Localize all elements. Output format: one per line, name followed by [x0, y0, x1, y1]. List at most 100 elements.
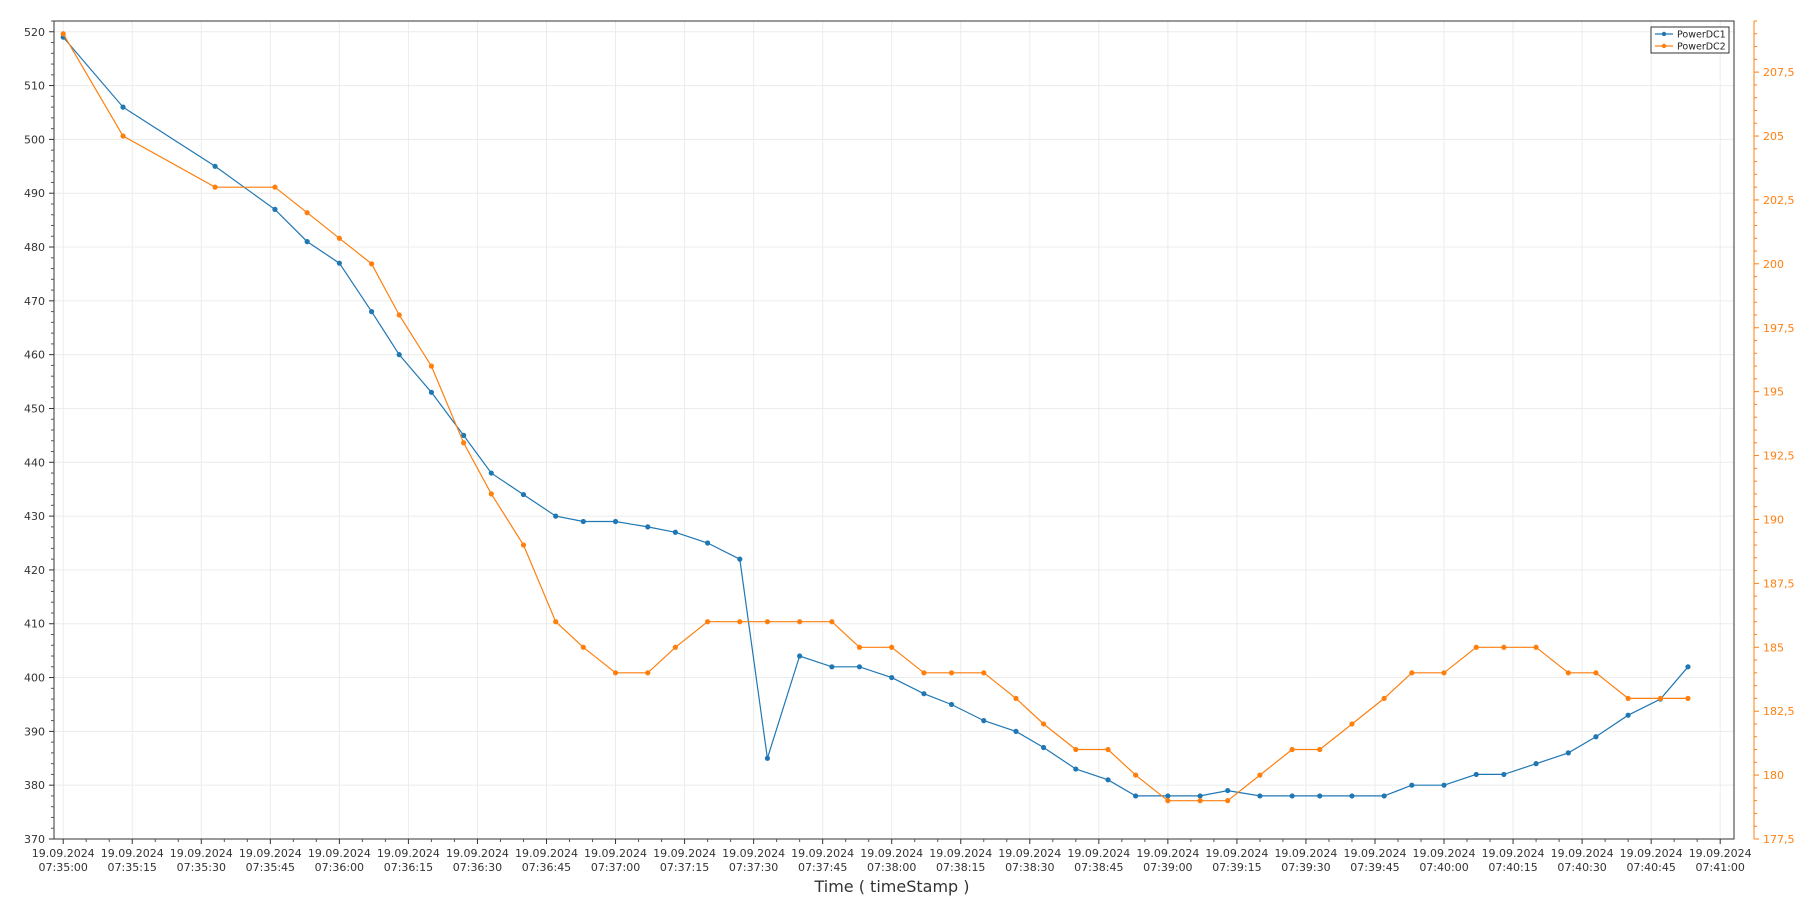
data-point-powerdc2: [612, 670, 619, 676]
x-tick-label-date: 19.09.2024: [1274, 847, 1337, 860]
series-powerdc1: [60, 34, 1691, 799]
data-point-powerdc1: [553, 513, 559, 519]
left-y-tick-label: 450: [24, 402, 45, 415]
x-tick-label-time: 07:35:15: [108, 861, 157, 874]
right-y-tick-label: 200: [1763, 258, 1784, 271]
x-axis: 19.09.202407:35:0019.09.202407:35:1519.0…: [32, 839, 1752, 874]
right-y-tick-label: 205: [1763, 130, 1784, 143]
data-point-powerdc1: [1040, 744, 1047, 751]
x-tick-label-time: 07:40:30: [1557, 861, 1606, 874]
data-point-powerdc1: [1501, 771, 1507, 778]
legend-box: [1650, 26, 1730, 54]
data-point-powerdc2: [1165, 798, 1171, 804]
legend-label-powerdc2: PowerDC2: [1677, 42, 1726, 53]
data-point-powerdc2: [120, 133, 126, 139]
left-y-axis: 370 380 390 400 410 420 430 440 450 460 470 480 490 5…: [24, 20, 54, 846]
x-tick-label-date: 19.09.2024: [1067, 847, 1130, 860]
data-point-powerdc1: [1013, 728, 1019, 734]
right-y-tick-label: 207,5: [1763, 66, 1795, 79]
x-tick-label-time: 07:41:00: [1695, 861, 1744, 874]
data-point-powerdc1: [1317, 793, 1323, 799]
data-point-powerdc1: [1197, 793, 1203, 799]
data-point-powerdc2: [1317, 746, 1323, 753]
data-point-powerdc1: [704, 540, 711, 546]
data-point-powerdc2: [488, 491, 494, 497]
data-point-powerdc1: [921, 691, 927, 697]
x-tick-label-time: 07:39:30: [1281, 861, 1330, 874]
data-point-powerdc1: [829, 664, 835, 670]
right-y-tick-label: 187,5: [1763, 577, 1795, 590]
data-point-powerdc2: [856, 644, 863, 650]
data-point-powerdc1: [461, 432, 467, 438]
data-point-powerdc2: [1657, 695, 1663, 702]
data-point-powerdc1: [396, 352, 402, 358]
data-point-powerdc1: [1165, 793, 1171, 799]
data-point-powerdc2: [304, 210, 310, 216]
data-point-powerdc2: [764, 619, 771, 625]
data-point-powerdc1: [1073, 766, 1079, 772]
x-tick-label-time: 07:38:00: [867, 861, 916, 874]
data-point-powerdc2: [396, 312, 402, 318]
grid-lines: [54, 21, 1734, 840]
data-point-powerdc2: [1040, 721, 1047, 727]
data-point-powerdc2: [1625, 695, 1631, 702]
data-point-powerdc2: [1409, 670, 1415, 676]
left-y-tick-label: 470: [24, 295, 45, 308]
x-tick-label-date: 19.09.2024: [929, 847, 992, 860]
data-point-powerdc1: [488, 470, 494, 476]
data-point-powerdc2: [580, 644, 586, 650]
x-tick-label-date: 19.09.2024: [32, 847, 95, 860]
x-tick-label-date: 19.09.2024: [308, 847, 371, 860]
data-point-powerdc2: [1593, 670, 1599, 676]
x-tick-label-time: 07:39:00: [1143, 861, 1192, 874]
data-point-powerdc2: [520, 542, 527, 548]
data-point-powerdc1: [368, 309, 375, 315]
data-point-powerdc1: [1565, 750, 1571, 756]
x-tick-label-date: 19.09.2024: [101, 847, 164, 860]
x-tick-label-date: 19.09.2024: [1413, 847, 1476, 860]
data-point-powerdc2: [1685, 695, 1691, 702]
right-y-tick-label: 190: [1763, 513, 1784, 526]
left-y-tick-label: 370: [24, 833, 45, 846]
x-tick-label-date: 19.09.2024: [1551, 847, 1614, 860]
data-point-powerdc1: [737, 556, 743, 562]
data-point-powerdc2: [1105, 746, 1111, 753]
data-point-powerdc2: [1225, 798, 1231, 804]
data-point-powerdc1: [520, 491, 527, 498]
data-point-powerdc2: [829, 619, 835, 625]
data-point-powerdc1: [580, 518, 586, 525]
x-tick-label-date: 19.09.2024: [239, 847, 302, 860]
legend-label-powerdc1: PowerDC1: [1677, 30, 1726, 41]
data-point-powerdc2: [212, 184, 218, 190]
data-point-powerdc2: [1073, 746, 1079, 753]
right-y-tick-label: 202,5: [1763, 194, 1795, 207]
x-tick-label-date: 19.09.2024: [446, 847, 509, 860]
x-tick-label-date: 19.09.2024: [860, 847, 923, 860]
series-layer: [60, 31, 1691, 804]
x-tick-label-time: 07:36:00: [315, 861, 364, 874]
data-point-powerdc2: [1197, 798, 1203, 804]
x-tick-label-date: 19.09.2024: [1620, 847, 1683, 860]
series-powerdc2: [60, 31, 1691, 804]
data-point-powerdc1: [1593, 734, 1599, 740]
data-point-powerdc2: [1381, 695, 1387, 702]
data-point-powerdc2: [704, 619, 711, 625]
x-tick-label-date: 19.09.2024: [377, 847, 440, 860]
x-tick-label-date: 19.09.2024: [1136, 847, 1199, 860]
x-tick-label-time: 07:36:30: [453, 861, 502, 874]
x-tick-label-time: 07:40:00: [1419, 861, 1468, 874]
x-tick-label-time: 07:36:45: [522, 861, 571, 874]
data-point-powerdc1: [1381, 793, 1387, 799]
x-tick-label-date: 19.09.2024: [170, 847, 233, 860]
left-y-tick-label: 500: [24, 133, 45, 146]
x-tick-label-date: 19.09.2024: [1343, 847, 1406, 860]
data-point-powerdc1: [212, 163, 218, 169]
left-y-tick-label: 520: [24, 26, 45, 39]
left-y-tick-label: 440: [24, 456, 45, 469]
x-tick-label-date: 19.09.2024: [515, 847, 578, 860]
data-point-powerdc1: [428, 389, 435, 395]
data-point-powerdc2: [737, 619, 743, 625]
x-tick-label-date: 19.09.2024: [584, 847, 647, 860]
data-point-powerdc2: [981, 670, 987, 676]
data-point-powerdc1: [672, 529, 678, 535]
